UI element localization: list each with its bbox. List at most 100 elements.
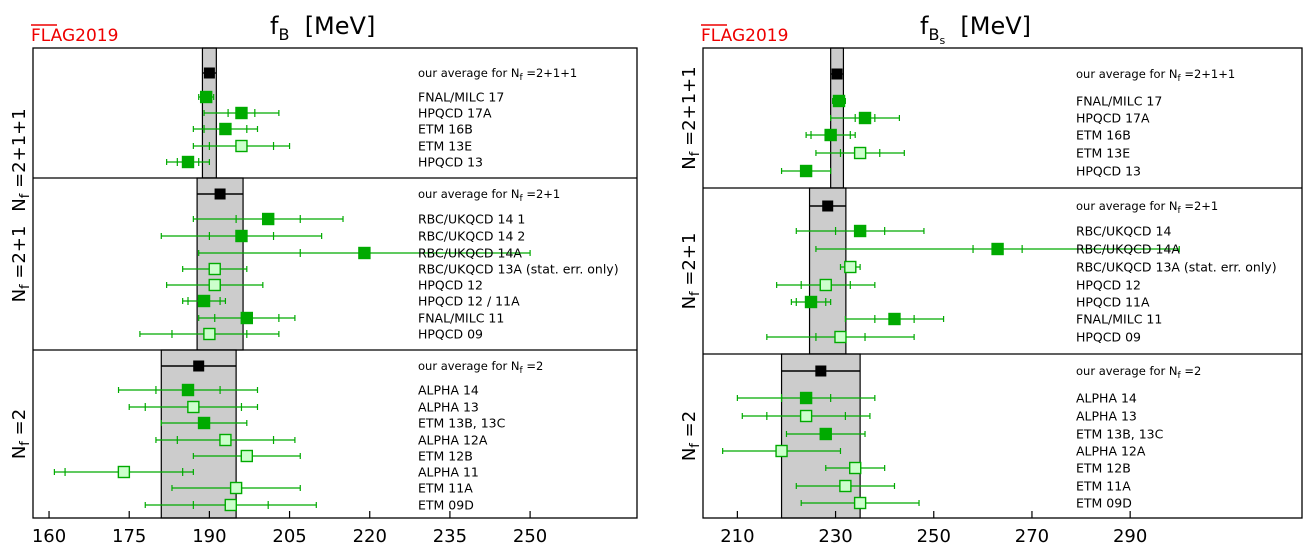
open-marker bbox=[240, 449, 254, 463]
filled-marker bbox=[799, 391, 813, 405]
entry-label: RBC/UKQCD 14A bbox=[418, 246, 522, 261]
open-marker bbox=[839, 479, 852, 493]
data-point: ETM 09D bbox=[144, 498, 474, 513]
entry-label: FNAL/MILC 17 bbox=[418, 90, 504, 105]
entry-label: ETM 13E bbox=[1076, 146, 1130, 161]
entry-label: RBC/UKQCD 14 bbox=[1076, 224, 1171, 239]
open-marker bbox=[799, 409, 813, 423]
open-marker bbox=[203, 327, 216, 341]
data-point: HPQCD 12 bbox=[166, 278, 483, 293]
average-label: our average for Nf =2+1 bbox=[418, 187, 560, 204]
entry-label: RBC/UKQCD 13A (stat. err. only) bbox=[418, 262, 619, 277]
entry-label: ETM 11A bbox=[418, 481, 473, 496]
average-label: our average for Nf =2+1+1 bbox=[418, 66, 577, 83]
data-point: ETM 13E bbox=[815, 146, 1130, 161]
group-Nf=2+1+1: Nf =2+1+1 our average for Nf =2+1+1 FNAL/M… bbox=[679, 66, 1235, 178]
data-point: ETM 13E bbox=[192, 139, 472, 154]
data-point: ALPHA 14 bbox=[117, 383, 479, 398]
x-tick-label: 160 bbox=[32, 526, 66, 547]
data-point: ALPHA 14 bbox=[736, 391, 1137, 406]
average-label: our average for Nf =2 bbox=[418, 359, 543, 376]
data-point: RBC/UKQCD 14 bbox=[795, 224, 1171, 239]
data-point: ALPHA 11 bbox=[53, 465, 479, 480]
entry-label: ALPHA 13 bbox=[418, 400, 479, 415]
data-point: HPQCD 12 / 11A bbox=[182, 294, 520, 309]
data-point: HPQCD 12 bbox=[776, 278, 1141, 293]
open-marker bbox=[208, 262, 221, 276]
data-point: RBC/UKQCD 14 2 bbox=[160, 229, 525, 244]
flag-logo: FLAG2019 bbox=[701, 26, 788, 46]
entry-label: ALPHA 11 bbox=[418, 465, 479, 480]
entry-label: ALPHA 12A bbox=[418, 433, 488, 448]
nf-group-label: Nf =2+1+1 bbox=[9, 108, 33, 211]
filled-marker bbox=[799, 164, 813, 178]
open-marker bbox=[117, 465, 131, 479]
entry-label: HPQCD 17A bbox=[418, 106, 492, 121]
filled-marker bbox=[199, 90, 213, 104]
entry-label: ALPHA 13 bbox=[1076, 409, 1137, 424]
entry-label: ETM 09D bbox=[418, 498, 474, 513]
entry-label: ETM 16B bbox=[1076, 128, 1131, 143]
open-marker bbox=[834, 330, 847, 344]
data-point: ETM 16B bbox=[805, 128, 1131, 143]
open-marker bbox=[775, 444, 788, 458]
data-point: HPQCD 13 bbox=[166, 155, 483, 170]
entry-label: RBC/UKQCD 13A (stat. err. only) bbox=[1076, 260, 1277, 275]
entry-label: FNAL/MILC 17 bbox=[1076, 94, 1162, 109]
filled-marker bbox=[219, 122, 232, 136]
entry-label: HPQCD 12 bbox=[1076, 278, 1141, 293]
filled-marker bbox=[235, 229, 248, 243]
nf-group-label: Nf =2+1 bbox=[679, 233, 703, 310]
x-tick-label: 220 bbox=[353, 526, 387, 547]
data-point: HPQCD 17A bbox=[830, 111, 1150, 126]
entry-label: ALPHA 14 bbox=[418, 383, 479, 398]
entry-label: HPQCD 09 bbox=[418, 327, 483, 342]
average-label: our average for Nf =2 bbox=[1076, 364, 1201, 381]
entry-label: RBC/UKQCD 14 2 bbox=[418, 229, 525, 244]
data-point: FNAL/MILC 11 bbox=[198, 311, 504, 326]
data-point: HPQCD 17A bbox=[203, 106, 492, 121]
entry-label: HPQCD 12 / 11A bbox=[418, 294, 520, 309]
data-point: RBC/UKQCD 13A (stat. err. only) bbox=[839, 260, 1277, 275]
entry-label: HPQCD 13 bbox=[1076, 164, 1141, 179]
entry-label: ETM 13B, 13C bbox=[418, 416, 506, 431]
entry-label: ETM 13E bbox=[418, 139, 472, 154]
data-point: FNAL/MILC 17 bbox=[832, 94, 1162, 109]
filled-marker bbox=[853, 224, 867, 238]
filled-marker bbox=[358, 246, 371, 260]
data-point: HPQCD 13 bbox=[780, 164, 1141, 179]
plot-frame bbox=[702, 47, 1303, 519]
flag-logo: FLAG2019 bbox=[31, 26, 118, 46]
filled-marker bbox=[197, 416, 211, 430]
entry-label: HPQCD 09 bbox=[1076, 330, 1141, 345]
entry-label: RBC/UKQCD 14 1 bbox=[418, 212, 525, 227]
x-tick-label: 235 bbox=[433, 526, 467, 547]
x-tick-label: 210 bbox=[720, 526, 754, 547]
entry-label: FNAL/MILC 11 bbox=[418, 311, 504, 326]
entry-label: ALPHA 14 bbox=[1076, 391, 1137, 406]
average-marker bbox=[193, 360, 205, 372]
filled-marker bbox=[804, 295, 818, 309]
chart-panel-2: FLAG2019 fBs [MeV] 210 230 250 270 290 Nf =2+1+… bbox=[679, 12, 1303, 547]
data-point: ETM 12B bbox=[825, 461, 1131, 476]
x-tick-label: 250 bbox=[513, 526, 547, 547]
open-marker bbox=[849, 461, 862, 475]
open-marker bbox=[229, 481, 243, 495]
group-Nf=2+1: Nf =2+1 our average for Nf =2+1 RBC/UKQCD … bbox=[9, 187, 619, 342]
data-point: RBC/UKQCD 14 1 bbox=[192, 212, 525, 227]
filled-marker bbox=[858, 111, 872, 125]
x-tick-label: 250 bbox=[917, 526, 951, 547]
filled-marker bbox=[197, 294, 211, 308]
nf-group-label: Nf =2+1 bbox=[9, 226, 33, 303]
entry-label: ALPHA 12A bbox=[1076, 444, 1146, 459]
entry-label: HPQCD 12 bbox=[418, 278, 483, 293]
group-Nf=2+1+1: Nf =2+1+1 our average for Nf =2+1+1 FNAL/M… bbox=[9, 66, 577, 212]
filled-marker bbox=[824, 128, 837, 142]
nf-group-label: Nf =2+1+1 bbox=[679, 66, 703, 169]
average-label: our average for Nf =2+1+1 bbox=[1076, 67, 1235, 84]
nf-group-label: Nf =2 bbox=[679, 411, 703, 461]
plot-frame bbox=[32, 47, 638, 519]
entry-label: HPQCD 17A bbox=[1076, 111, 1150, 126]
chart-panel-1: FLAG2019 fB [MeV] 160 175 190 205 220 235 250 Nf … bbox=[9, 12, 638, 547]
